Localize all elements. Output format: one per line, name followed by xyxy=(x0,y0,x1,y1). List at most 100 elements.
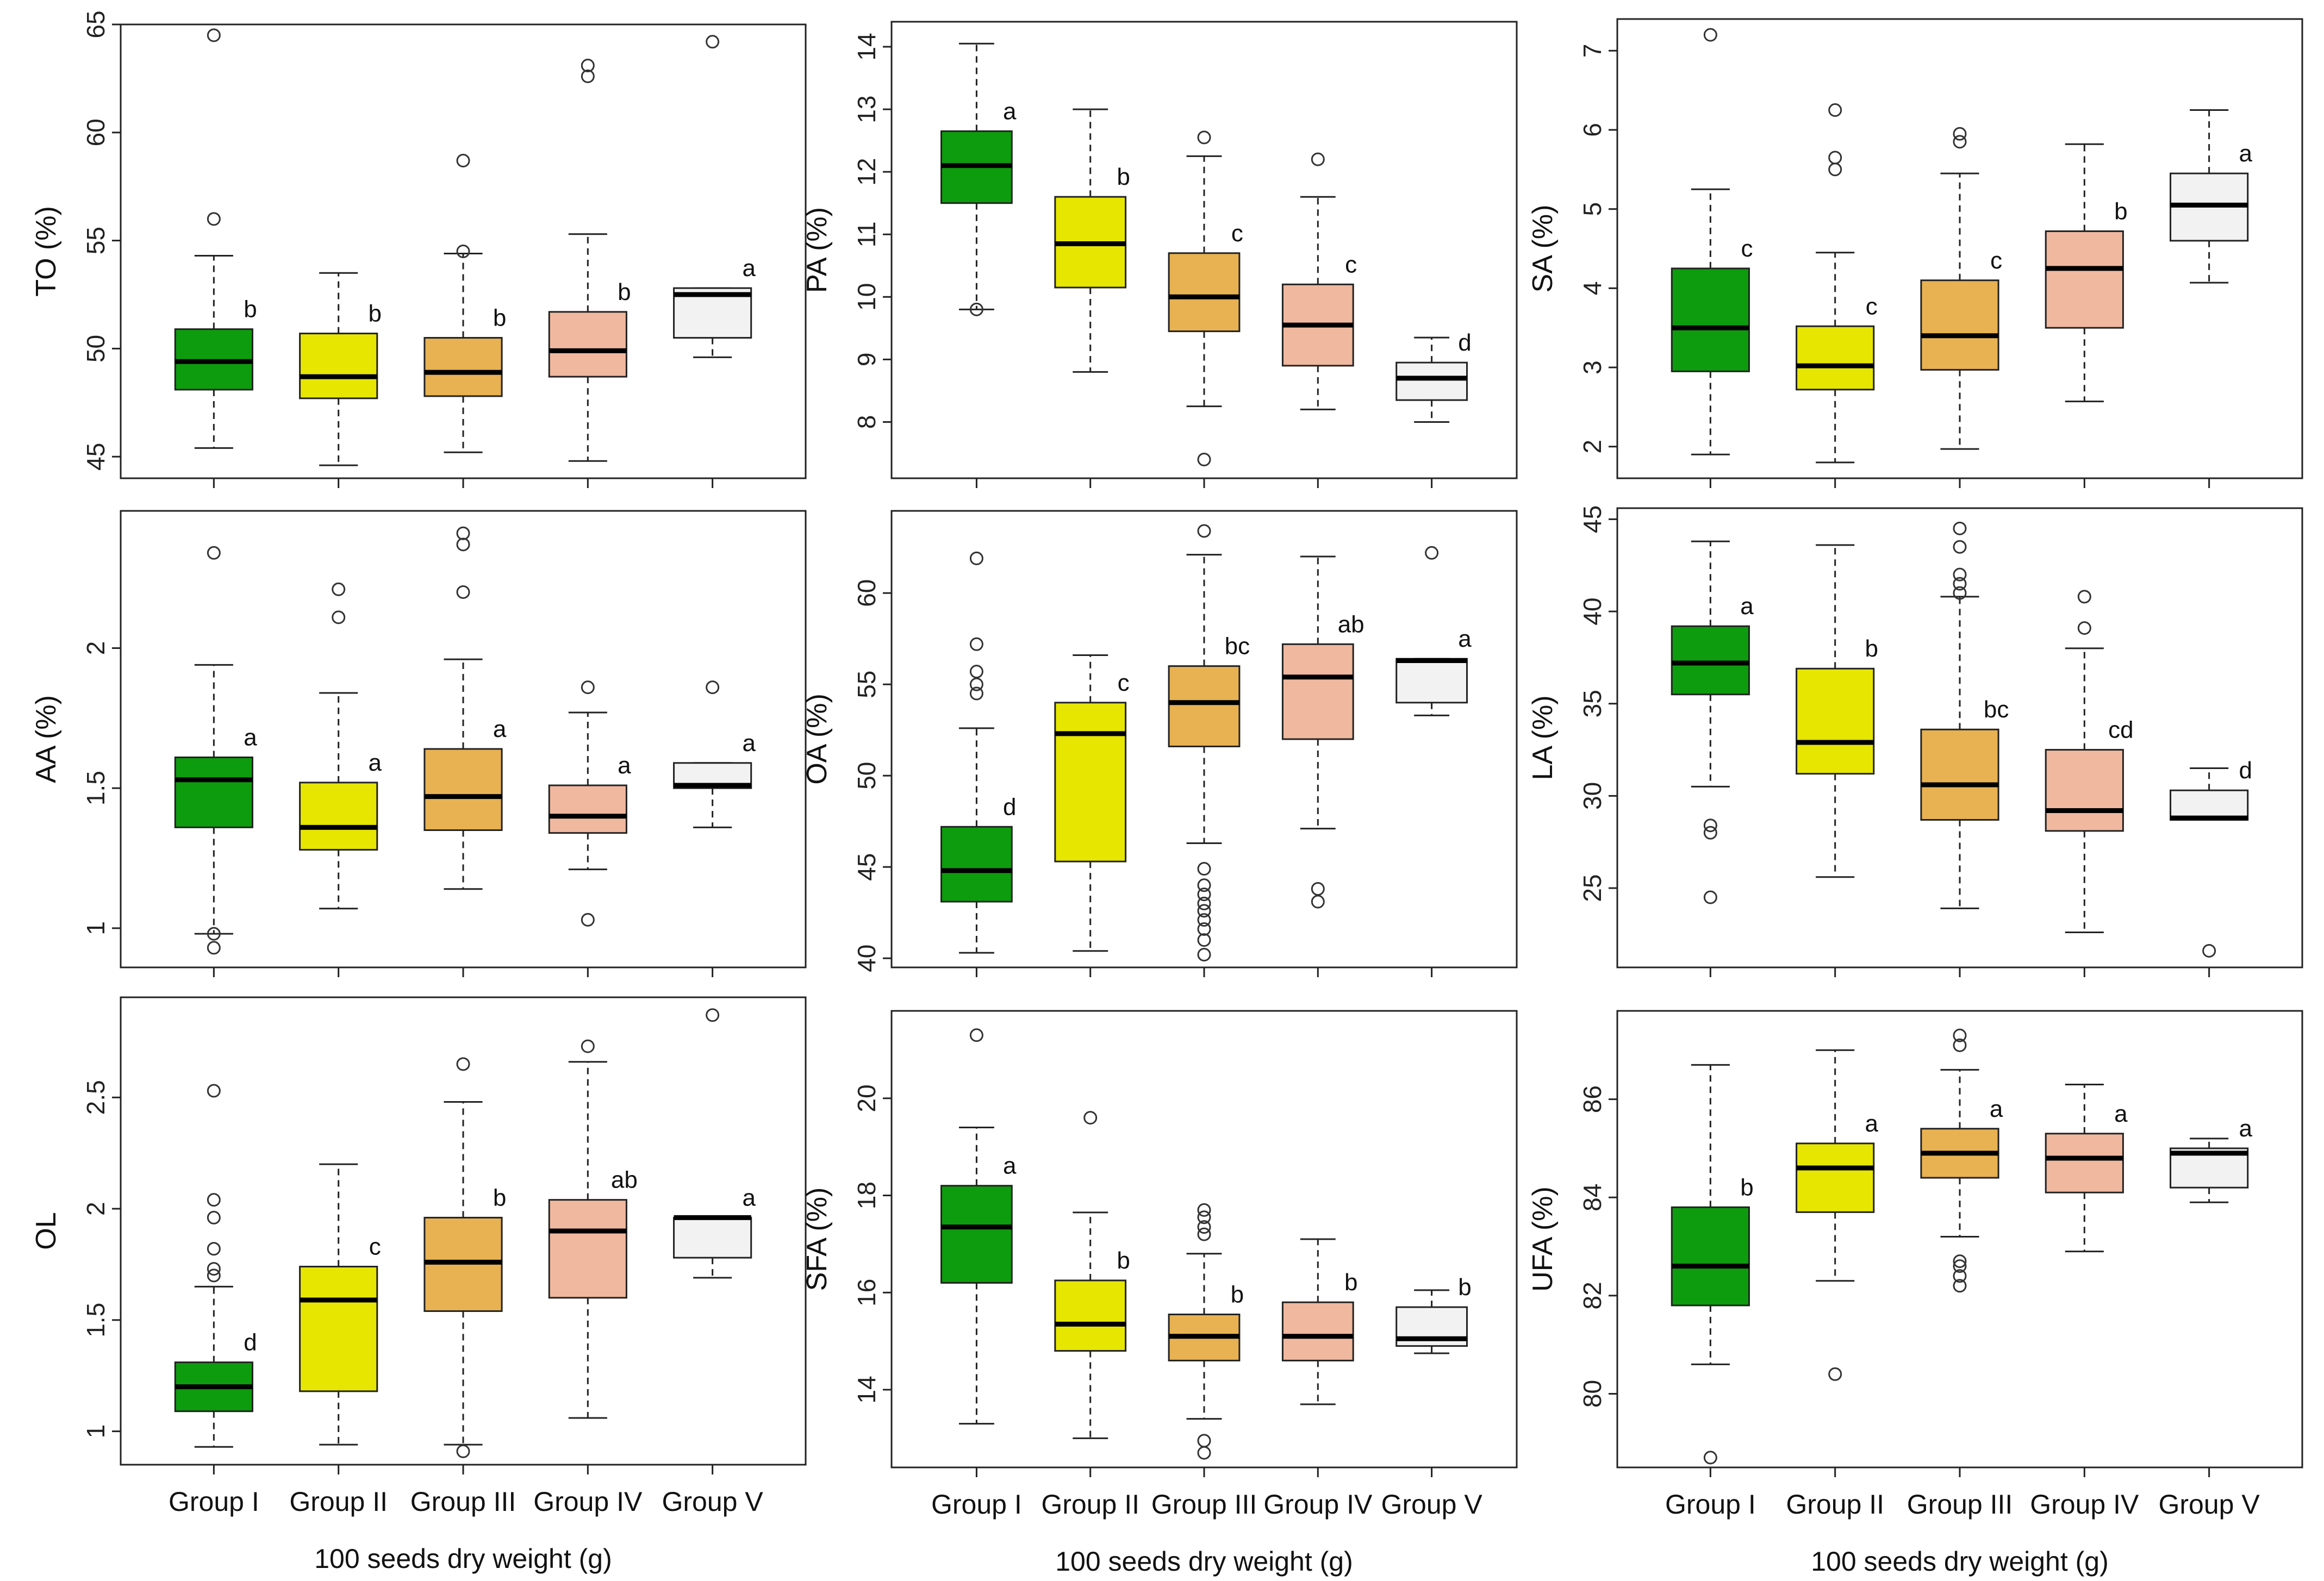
box-group-ii: c xyxy=(299,1163,381,1446)
significance-letter: bc xyxy=(1984,696,2009,723)
significance-letter: ab xyxy=(1338,611,1365,638)
outlier-point xyxy=(1197,862,1211,876)
significance-letter: b xyxy=(1865,635,1878,662)
box-group-iv: c xyxy=(1281,152,1357,410)
y-axis-title: UFA (%) xyxy=(1527,1186,1559,1292)
box-group-v: a xyxy=(2170,1115,2252,1203)
iqr-box xyxy=(299,782,378,851)
outlier-point xyxy=(1197,1203,1211,1217)
y-tick-label: 10 xyxy=(852,283,881,311)
significance-letter: cd xyxy=(2108,717,2133,743)
box-group-v: a xyxy=(1395,546,1472,716)
y-tick-label: 20 xyxy=(852,1084,881,1112)
iqr-box xyxy=(1671,625,1750,696)
box-group-iv: a xyxy=(548,680,631,927)
outlier-point xyxy=(207,1268,221,1283)
box-group-i: d xyxy=(940,551,1017,954)
x-category-label: Group III xyxy=(1907,1489,2013,1520)
y-tick-label: 40 xyxy=(852,945,881,972)
iqr-box xyxy=(1168,665,1241,747)
outlier-point xyxy=(1197,452,1211,466)
iqr-box xyxy=(299,333,378,399)
y-tick-label: 13 xyxy=(852,96,881,123)
x-category-label: Group IV xyxy=(2030,1489,2139,1520)
iqr-box xyxy=(548,784,627,834)
y-tick-label: 45 xyxy=(1578,505,1606,533)
outlier-point xyxy=(1953,1038,1967,1052)
outlier-point xyxy=(581,913,595,927)
outlier-point xyxy=(1953,1279,1967,1293)
box-group-iii: b xyxy=(423,154,506,453)
outlier-point xyxy=(1311,152,1325,166)
box-group-ii: b xyxy=(1054,1111,1130,1439)
y-tick-label: 84 xyxy=(1578,1184,1606,1211)
significance-letter: a xyxy=(618,752,631,779)
outlier-point xyxy=(1953,577,1967,591)
y-tick-label: 2.5 xyxy=(82,1080,110,1115)
outlier-point xyxy=(207,1193,221,1207)
significance-letter: b xyxy=(369,301,382,327)
significance-letter: d xyxy=(1458,329,1471,356)
outlier-point xyxy=(456,1444,470,1458)
outlier-point xyxy=(1703,28,1717,42)
significance-letter: b xyxy=(1740,1174,1753,1201)
iqr-box xyxy=(1168,252,1241,333)
iqr-box xyxy=(299,1266,378,1392)
outlier-point xyxy=(207,941,221,955)
y-tick-label: 45 xyxy=(82,443,110,471)
panel-sa: 2 3 4 5 6 7 SA (%) c c c b a xyxy=(1527,18,2303,488)
iqr-box xyxy=(940,826,1013,903)
outlier-point xyxy=(1828,103,1842,117)
y-axis-title: TO (%) xyxy=(30,206,62,297)
iqr-box xyxy=(673,1216,752,1259)
significance-letter: a xyxy=(1458,626,1472,652)
box-group-i: a xyxy=(1671,540,1754,904)
y-tick-label: 14 xyxy=(852,33,881,60)
y-tick-label: 14 xyxy=(852,1376,881,1403)
outlier-point xyxy=(706,1008,720,1022)
iqr-box xyxy=(940,1185,1013,1284)
iqr-box xyxy=(1796,1142,1875,1213)
y-tick-label: 9 xyxy=(852,353,881,367)
outlier-point xyxy=(1197,933,1211,947)
outlier-point xyxy=(456,526,470,540)
box-group-v: a xyxy=(673,1008,756,1279)
iqr-box xyxy=(2045,230,2124,329)
panel-aa: 1 1.5 2 AA (%) a a a a a xyxy=(30,510,807,977)
significance-letter: d xyxy=(1003,793,1016,820)
box-group-iv: b xyxy=(1281,1238,1357,1405)
outlier-point xyxy=(581,59,595,73)
y-tick-label: 86 xyxy=(1578,1085,1606,1113)
y-tick-label: 6 xyxy=(1578,123,1606,137)
plot-frame xyxy=(120,510,807,968)
outlier-point xyxy=(456,585,470,599)
significance-letter: a xyxy=(2239,1115,2252,1142)
box-group-ii: c xyxy=(1796,103,1878,464)
significance-letter: b xyxy=(493,305,506,332)
significance-letter: c xyxy=(1345,251,1357,278)
significance-letter: d xyxy=(244,1329,257,1356)
y-tick-label: 16 xyxy=(852,1279,881,1307)
outlier-point xyxy=(1197,524,1211,538)
box-group-i: b xyxy=(1671,1064,1754,1465)
iqr-box xyxy=(1671,1206,1750,1307)
outlier-point xyxy=(1703,818,1717,833)
outlier-point xyxy=(1703,890,1717,904)
y-tick-label: 50 xyxy=(82,335,110,363)
box-group-ii: b xyxy=(1054,108,1130,373)
significance-letter: c xyxy=(1990,247,2002,274)
outlier-point xyxy=(581,1039,595,1053)
outlier-point xyxy=(1197,1434,1211,1448)
x-category-label: Group III xyxy=(1151,1489,1257,1520)
y-tick-label: 1.5 xyxy=(82,771,110,805)
outlier-point xyxy=(1953,127,1967,141)
panel-oa: 40 45 50 55 60 OA (%) d c bc ab a xyxy=(801,510,1518,977)
x-category-label: Group II xyxy=(1041,1489,1139,1520)
iqr-box xyxy=(423,748,503,831)
y-tick-label: 35 xyxy=(1578,690,1606,717)
x-axis-title: 100 seeds dry weight (g) xyxy=(1055,1546,1353,1577)
significance-letter: b xyxy=(1117,1247,1130,1274)
iqr-box xyxy=(1395,658,1468,704)
box-group-iii: c xyxy=(1168,130,1243,466)
